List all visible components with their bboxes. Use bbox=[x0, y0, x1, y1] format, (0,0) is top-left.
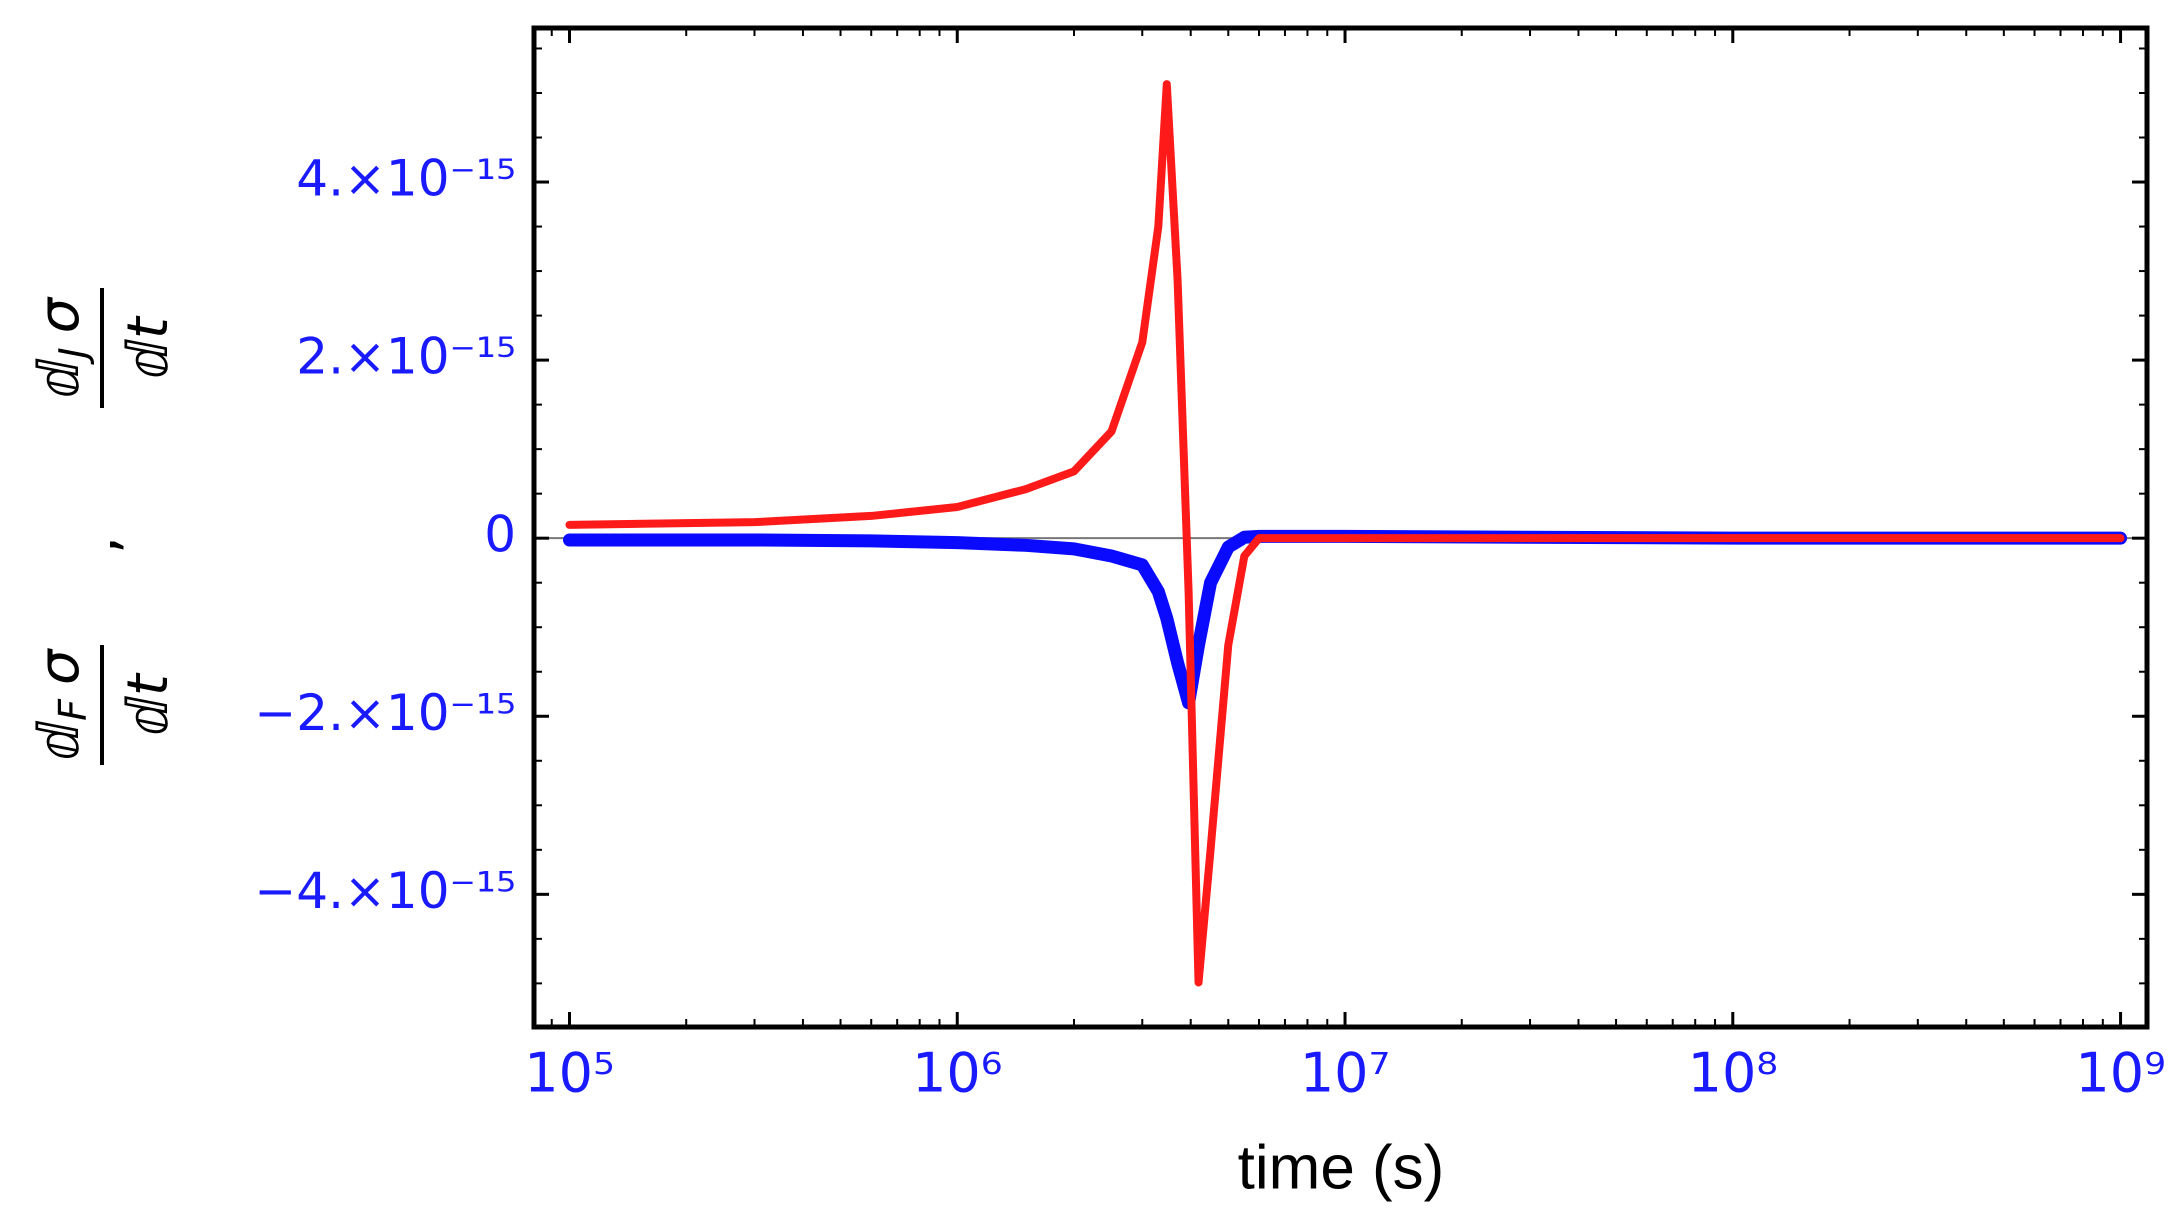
y-tick-label: −2.×10⁻¹⁵ bbox=[254, 684, 516, 742]
y-label-var: σ bbox=[27, 296, 92, 333]
y-tick-label: 0 bbox=[484, 506, 516, 564]
y-label-numerator: ⅆJσ bbox=[27, 296, 94, 398]
series-line bbox=[565, 80, 2125, 987]
y-label-var: σ bbox=[27, 648, 92, 685]
x-tick-label: 10⁷ bbox=[1300, 1042, 1390, 1105]
x-tick-label: 10⁹ bbox=[2075, 1042, 2165, 1105]
x-tick-label: 10⁸ bbox=[1688, 1042, 1778, 1105]
y-label-d: ⅆ bbox=[27, 721, 92, 761]
y-label-d: ⅆ bbox=[27, 358, 92, 398]
y-tick-label: 2.×10⁻¹⁵ bbox=[296, 328, 516, 386]
y-tick-label: −4.×10⁻¹⁵ bbox=[254, 862, 516, 920]
y-tick-label: 4.×10⁻¹⁵ bbox=[296, 150, 516, 208]
x-tick-label: 10⁶ bbox=[912, 1042, 1002, 1105]
y-label-denominator: ⅆt bbox=[116, 672, 181, 736]
y-label-numerator: ⅆFσ bbox=[27, 648, 94, 761]
y-axis-label: ⅆFσ ⅆt , ⅆJσ ⅆt bbox=[27, 288, 181, 765]
x-tick-label: 10⁵ bbox=[524, 1042, 614, 1105]
y-label-separator: , bbox=[66, 536, 131, 554]
y-label-sub: F bbox=[51, 698, 95, 721]
x-axis-label: time (s) bbox=[1238, 1133, 1445, 1202]
plot-frame bbox=[531, 25, 2150, 1030]
y-label-denominator: ⅆt bbox=[116, 315, 181, 379]
